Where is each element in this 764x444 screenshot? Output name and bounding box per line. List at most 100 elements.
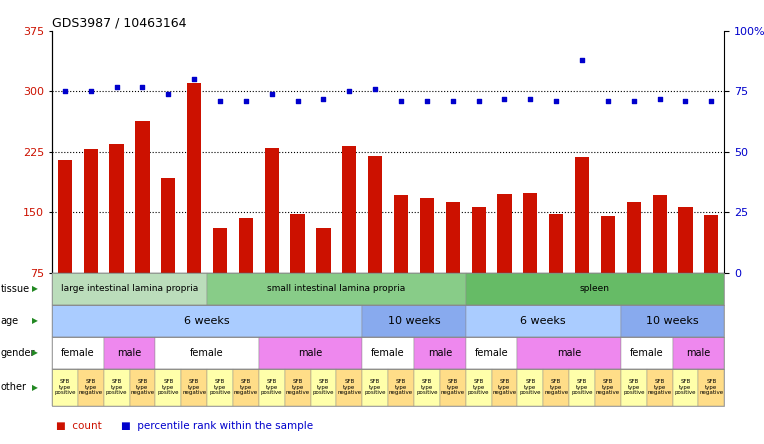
Bar bbox=[290, 214, 305, 273]
Bar bbox=[523, 193, 537, 273]
Text: SFB
type
negative: SFB type negative bbox=[79, 379, 103, 396]
Text: SFB
type
positive: SFB type positive bbox=[157, 379, 179, 396]
Text: female: female bbox=[61, 348, 95, 357]
Text: SFB
type
negative: SFB type negative bbox=[544, 379, 568, 396]
Text: SFB
type
positive: SFB type positive bbox=[209, 379, 231, 396]
Bar bbox=[445, 202, 460, 273]
Text: male: male bbox=[557, 348, 581, 357]
Text: other: other bbox=[1, 382, 27, 392]
Text: large intestinal lamina propria: large intestinal lamina propria bbox=[61, 284, 198, 293]
Bar bbox=[652, 194, 667, 273]
Text: male: male bbox=[118, 348, 141, 357]
Bar bbox=[213, 228, 227, 273]
Bar bbox=[601, 216, 615, 273]
Point bbox=[576, 56, 588, 63]
Bar bbox=[316, 228, 331, 273]
Bar bbox=[109, 144, 124, 273]
Bar bbox=[264, 148, 279, 273]
Text: SFB
type
negative: SFB type negative bbox=[699, 379, 724, 396]
Text: ▶: ▶ bbox=[32, 383, 38, 392]
Point bbox=[472, 98, 484, 105]
Point bbox=[653, 95, 665, 102]
Bar bbox=[342, 146, 357, 273]
Text: 6 weeks: 6 weeks bbox=[520, 316, 566, 325]
Bar bbox=[83, 150, 98, 273]
Text: SFB
type
positive: SFB type positive bbox=[675, 379, 696, 396]
Text: SFB
type
negative: SFB type negative bbox=[648, 379, 672, 396]
Point bbox=[524, 95, 536, 102]
Bar bbox=[187, 83, 201, 273]
Point bbox=[679, 98, 691, 105]
Bar bbox=[239, 218, 253, 273]
Point bbox=[85, 88, 97, 95]
Text: ■  percentile rank within the sample: ■ percentile rank within the sample bbox=[121, 421, 312, 431]
Bar bbox=[549, 214, 563, 273]
Point bbox=[343, 88, 355, 95]
Text: ■  count: ■ count bbox=[56, 421, 102, 431]
Text: tissue: tissue bbox=[1, 284, 30, 293]
Text: female: female bbox=[371, 348, 405, 357]
Bar bbox=[704, 214, 718, 273]
Point bbox=[214, 98, 226, 105]
Bar bbox=[58, 160, 72, 273]
Text: SFB
type
negative: SFB type negative bbox=[234, 379, 258, 396]
Text: ▶: ▶ bbox=[32, 284, 38, 293]
Bar bbox=[419, 198, 434, 273]
Text: SFB
type
negative: SFB type negative bbox=[596, 379, 620, 396]
Text: SFB
type
positive: SFB type positive bbox=[106, 379, 128, 396]
Text: 6 weeks: 6 weeks bbox=[184, 316, 230, 325]
Text: SFB
type
positive: SFB type positive bbox=[54, 379, 76, 396]
Bar bbox=[394, 194, 408, 273]
Text: male: male bbox=[428, 348, 452, 357]
Text: small intestinal lamina propria: small intestinal lamina propria bbox=[267, 284, 406, 293]
Point bbox=[136, 83, 148, 90]
Bar bbox=[368, 156, 382, 273]
Point bbox=[59, 88, 71, 95]
Text: SFB
type
positive: SFB type positive bbox=[468, 379, 490, 396]
Point bbox=[498, 95, 510, 102]
Text: 10 weeks: 10 weeks bbox=[646, 316, 699, 325]
Bar bbox=[678, 206, 693, 273]
Text: SFB
type
positive: SFB type positive bbox=[261, 379, 283, 396]
Point bbox=[628, 98, 640, 105]
Text: SFB
type
positive: SFB type positive bbox=[312, 379, 334, 396]
Point bbox=[111, 83, 123, 90]
Text: gender: gender bbox=[1, 348, 35, 357]
Point bbox=[421, 98, 433, 105]
Text: SFB
type
negative: SFB type negative bbox=[182, 379, 206, 396]
Text: age: age bbox=[1, 316, 19, 325]
Point bbox=[369, 86, 381, 93]
Text: SFB
type
negative: SFB type negative bbox=[493, 379, 516, 396]
Point bbox=[317, 95, 329, 102]
Bar bbox=[626, 202, 641, 273]
Text: ▶: ▶ bbox=[32, 316, 38, 325]
Point bbox=[705, 98, 717, 105]
Text: female: female bbox=[474, 348, 508, 357]
Text: SFB
type
negative: SFB type negative bbox=[131, 379, 154, 396]
Point bbox=[550, 98, 562, 105]
Text: SFB
type
negative: SFB type negative bbox=[286, 379, 309, 396]
Point bbox=[292, 98, 304, 105]
Bar bbox=[135, 121, 150, 273]
Text: GDS3987 / 10463164: GDS3987 / 10463164 bbox=[52, 17, 186, 30]
Text: 10 weeks: 10 weeks bbox=[387, 316, 440, 325]
Text: male: male bbox=[299, 348, 322, 357]
Text: SFB
type
negative: SFB type negative bbox=[337, 379, 361, 396]
Text: SFB
type
negative: SFB type negative bbox=[389, 379, 413, 396]
Point bbox=[266, 90, 278, 97]
Point bbox=[395, 98, 407, 105]
Point bbox=[188, 76, 200, 83]
Bar bbox=[161, 178, 176, 273]
Bar bbox=[497, 194, 512, 273]
Point bbox=[602, 98, 614, 105]
Bar bbox=[575, 158, 589, 273]
Text: ▶: ▶ bbox=[32, 348, 38, 357]
Point bbox=[162, 90, 174, 97]
Text: SFB
type
positive: SFB type positive bbox=[571, 379, 593, 396]
Text: female: female bbox=[630, 348, 663, 357]
Text: SFB
type
positive: SFB type positive bbox=[364, 379, 386, 396]
Text: SFB
type
positive: SFB type positive bbox=[416, 379, 438, 396]
Text: SFB
type
positive: SFB type positive bbox=[520, 379, 541, 396]
Text: male: male bbox=[686, 348, 711, 357]
Bar bbox=[471, 206, 486, 273]
